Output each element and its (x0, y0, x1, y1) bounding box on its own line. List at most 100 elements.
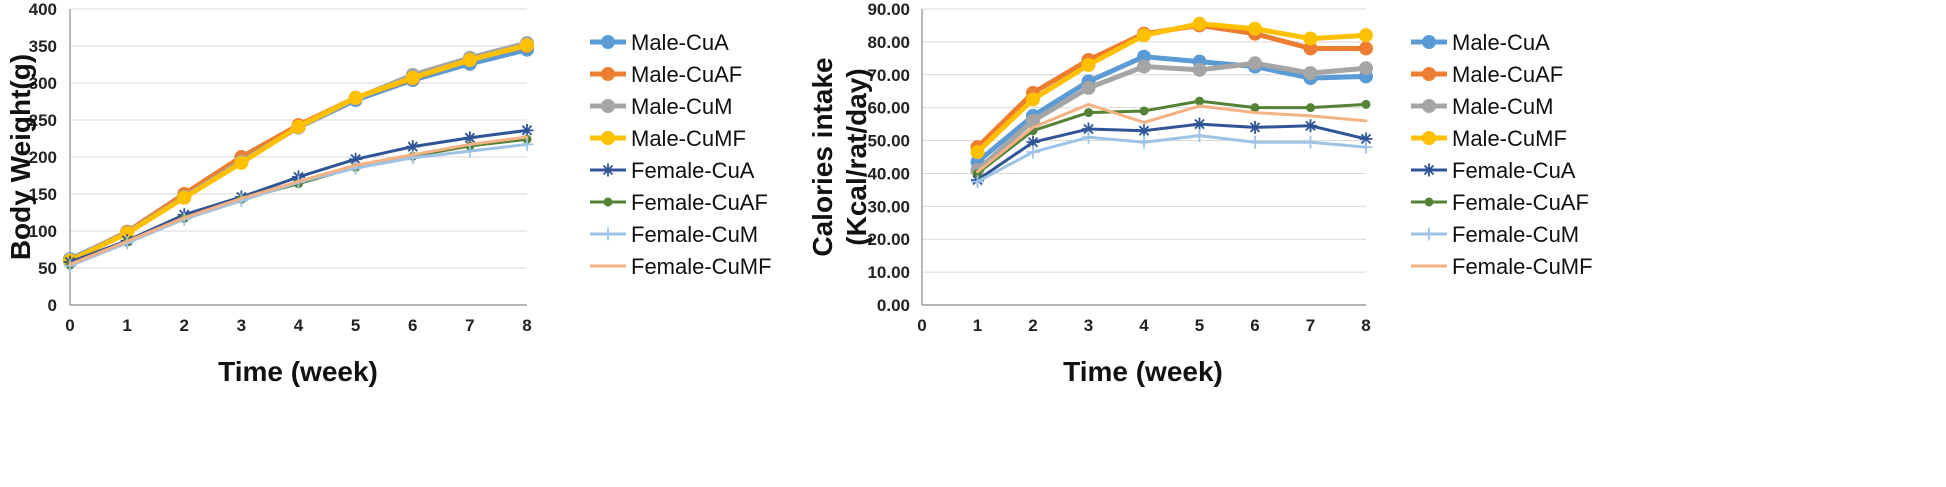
cal-x-tick-label: 1 (973, 316, 982, 335)
bw-legend-item-male-cum: Male-CuM (590, 94, 732, 119)
cal-line-female-cuaf (976, 99, 1368, 175)
cal-y-tick-label: 20.00 (867, 230, 910, 249)
bw-y-axis-title: Body Weight(g) (5, 54, 36, 260)
cal-legend-marker-male-cumf (1422, 131, 1436, 145)
cal-point-female-cua (1359, 132, 1373, 146)
cal-series-female-cumf (976, 102, 1368, 174)
body-weight-chart: 0 50 100 150 200 250 300 350 400 0 1 2 3 4 5 6 7 8 Time (w… (5, 0, 772, 387)
bw-legend-marker-male-cuaf (601, 67, 615, 81)
cal-legend-label-female-cum: Female-CuM (1452, 222, 1579, 247)
cal-y-tick-label: 30.00 (867, 197, 910, 216)
bw-point-male-cumf (234, 155, 249, 170)
bw-series-female-cum (63, 137, 534, 273)
bw-x-axis-title: Time (week) (218, 356, 378, 387)
cal-point-female-cuaf (1361, 99, 1371, 109)
bw-legend-label-female-cumf: Female-CuMF (631, 254, 772, 279)
bw-legend: Male-CuA Male-CuAF Male-CuM Male-CuMF Female… (590, 30, 772, 279)
cal-point-male-cum (1137, 59, 1151, 74)
bw-point-male-cumf (177, 190, 192, 205)
bw-y-tick-label: 250 (29, 111, 57, 130)
cal-legend-item-female-cum: Female-CuM (1411, 222, 1579, 247)
cal-x-tick-label: 3 (1084, 316, 1093, 335)
cal-legend-item-male-cum: Male-CuM (1411, 94, 1553, 119)
cal-legend-item-female-cumf: Female-CuMF (1411, 254, 1593, 279)
cal-point-female-cum (1304, 135, 1317, 149)
cal-x-tick-label: 4 (1139, 316, 1149, 335)
cal-legend-item-male-cua: Male-CuA (1411, 30, 1550, 55)
bw-legend-label-female-cua: Female-CuA (631, 158, 755, 183)
bw-x-tick-label: 5 (351, 316, 360, 335)
cal-point-female-cum (1026, 145, 1040, 159)
cal-point-female-cum (1082, 130, 1095, 144)
bw-line-female-cuaf (68, 137, 529, 267)
cal-y-tick-label: 10.00 (867, 263, 910, 282)
bw-y-tick-label: 350 (29, 37, 57, 56)
bw-point-male-cumf (405, 70, 420, 85)
cal-point-male-cum (1303, 66, 1318, 81)
cal-line-female-cum (976, 134, 1368, 184)
bw-point-female-cua (349, 152, 363, 166)
bw-legend-item-male-cua: Male-CuA (590, 30, 729, 55)
cal-x-axis-title: Time (week) (1063, 356, 1223, 387)
bw-y-tick-label: 50 (38, 259, 57, 278)
bw-legend-label-male-cumf: Male-CuMF (631, 126, 746, 151)
bw-x-tick-label: 8 (522, 316, 531, 335)
bw-x-tick-label: 0 (65, 316, 74, 335)
bw-legend-marker-female-cum (601, 227, 615, 241)
cal-point-female-cum (1248, 135, 1262, 149)
cal-x-tick-label: 8 (1361, 316, 1370, 335)
cal-x-tick-label: 7 (1306, 316, 1315, 335)
bw-point-female-cua (520, 123, 534, 137)
cal-point-male-cuaf (1359, 41, 1373, 56)
cal-point-female-cua (1137, 124, 1151, 138)
cal-legend-label-female-cuaf: Female-CuAF (1452, 190, 1589, 215)
cal-legend-label-male-cuaf: Male-CuAF (1452, 62, 1563, 87)
cal-legend-marker-female-cua (1422, 163, 1436, 177)
bw-point-female-cum (520, 137, 534, 151)
cal-point-female-cuaf (1306, 103, 1315, 113)
bw-y-tick-label: 0 (48, 296, 57, 315)
bw-legend-item-male-cumf: Male-CuMF (590, 126, 746, 151)
cal-legend-label-male-cumf: Male-CuMF (1452, 126, 1567, 151)
cal-point-male-cum (1248, 56, 1262, 71)
bw-y-tick-label: 150 (29, 185, 57, 204)
bw-series-female-cuaf (65, 134, 532, 270)
cal-legend-item-male-cuaf: Male-CuAF (1411, 62, 1563, 87)
cal-y-tick-label: 70.00 (867, 66, 910, 85)
bw-point-female-cum (463, 144, 477, 158)
bw-point-male-cumf (291, 119, 306, 134)
bw-legend-marker-male-cua (601, 35, 615, 49)
bw-y-tick-label: 200 (29, 148, 57, 167)
bw-legend-marker-male-cum (601, 99, 615, 113)
bw-x-tick-label: 1 (122, 316, 131, 335)
cal-y-tick-label: 60.00 (867, 99, 910, 118)
cal-point-female-cum (1359, 140, 1373, 154)
cal-legend-item-male-cumf: Male-CuMF (1411, 126, 1567, 151)
cal-point-male-cumf (1192, 16, 1207, 31)
bw-legend-item-male-cuaf: Male-CuAF (590, 62, 742, 87)
cal-point-female-cua (1248, 120, 1262, 134)
cal-point-female-cuaf (1195, 96, 1204, 106)
cal-legend-marker-female-cuaf (1424, 197, 1434, 207)
bw-x-tick-label: 3 (237, 316, 246, 335)
cal-legend-item-female-cua: Female-CuA (1411, 158, 1576, 183)
cal-line-male-cum (975, 60, 1369, 173)
cal-point-male-cumf (1137, 28, 1151, 43)
cal-series-female-cum (971, 129, 1373, 189)
cal-point-male-cumf (1303, 31, 1318, 46)
bw-legend-marker-female-cuaf (603, 197, 613, 207)
bw-x-tick-label: 7 (465, 316, 474, 335)
cal-point-male-cumf (1026, 92, 1040, 107)
bw-legend-marker-female-cua (601, 163, 615, 177)
bw-legend-item-female-cua: Female-CuA (590, 158, 755, 183)
cal-line-male-cumf (975, 21, 1369, 155)
bw-y-tick-label: 400 (29, 0, 57, 19)
cal-point-female-cua (1304, 119, 1317, 133)
cal-point-female-cuaf (1084, 108, 1093, 118)
cal-point-female-cuaf (1250, 103, 1260, 113)
cal-point-female-cuaf (1139, 106, 1149, 116)
cal-series-female-cuaf (973, 96, 1371, 178)
cal-point-male-cumf (1359, 28, 1373, 43)
cal-y-tick-label: 0.00 (877, 296, 910, 315)
